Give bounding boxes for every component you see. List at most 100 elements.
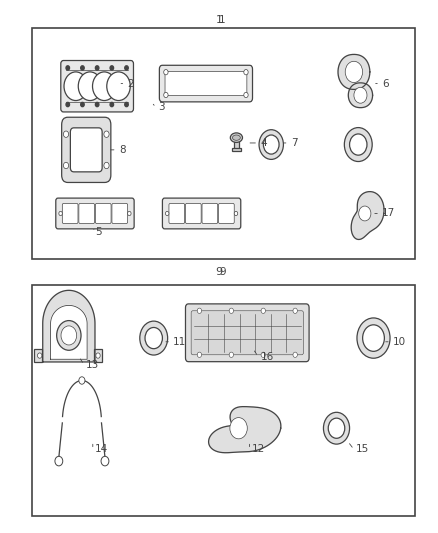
Text: 9: 9 <box>219 267 226 277</box>
Ellipse shape <box>233 135 240 140</box>
Circle shape <box>164 92 168 98</box>
Text: 13: 13 <box>86 360 99 369</box>
FancyBboxPatch shape <box>62 204 78 223</box>
Text: 6: 6 <box>382 78 389 88</box>
Circle shape <box>125 102 128 107</box>
Text: 12: 12 <box>252 445 265 455</box>
Text: 2: 2 <box>127 78 134 88</box>
Ellipse shape <box>230 133 243 142</box>
Circle shape <box>104 163 109 168</box>
Text: 7: 7 <box>291 138 297 148</box>
FancyBboxPatch shape <box>202 204 218 223</box>
Circle shape <box>244 92 248 98</box>
Circle shape <box>81 66 84 70</box>
Text: 9: 9 <box>215 267 223 277</box>
Circle shape <box>230 418 247 439</box>
FancyBboxPatch shape <box>185 204 201 223</box>
Polygon shape <box>208 407 281 453</box>
Text: 3: 3 <box>158 102 165 112</box>
Bar <box>32 285 415 516</box>
Circle shape <box>66 66 70 70</box>
Circle shape <box>64 163 69 168</box>
FancyBboxPatch shape <box>219 204 234 223</box>
FancyBboxPatch shape <box>95 204 111 223</box>
Circle shape <box>197 352 201 358</box>
FancyBboxPatch shape <box>62 117 111 182</box>
Text: 1: 1 <box>215 15 223 25</box>
Text: 14: 14 <box>95 445 108 455</box>
Circle shape <box>95 102 99 107</box>
Text: 10: 10 <box>393 337 406 347</box>
FancyBboxPatch shape <box>71 128 102 172</box>
Text: 17: 17 <box>382 208 396 219</box>
Circle shape <box>166 212 169 216</box>
Circle shape <box>229 352 233 358</box>
Circle shape <box>234 212 238 216</box>
Circle shape <box>359 206 371 221</box>
Circle shape <box>293 352 297 358</box>
Circle shape <box>259 130 283 159</box>
Circle shape <box>197 308 201 313</box>
Polygon shape <box>348 83 373 108</box>
Bar <box>32 28 415 259</box>
Circle shape <box>57 320 81 350</box>
Circle shape <box>344 127 372 161</box>
Circle shape <box>79 377 85 384</box>
Circle shape <box>96 353 100 358</box>
Circle shape <box>107 72 130 101</box>
Circle shape <box>261 308 265 313</box>
Circle shape <box>61 326 77 345</box>
FancyBboxPatch shape <box>191 311 304 355</box>
Circle shape <box>140 321 168 355</box>
Circle shape <box>92 72 116 101</box>
FancyBboxPatch shape <box>79 204 95 223</box>
Circle shape <box>244 69 248 75</box>
Circle shape <box>104 131 109 138</box>
Circle shape <box>78 72 102 101</box>
Circle shape <box>81 102 84 107</box>
Bar <box>234 138 239 150</box>
Text: 16: 16 <box>260 352 274 361</box>
Text: 15: 15 <box>356 445 369 455</box>
Circle shape <box>164 69 168 75</box>
Polygon shape <box>351 191 384 239</box>
Circle shape <box>38 353 42 358</box>
Circle shape <box>145 327 162 349</box>
FancyBboxPatch shape <box>61 61 134 112</box>
Circle shape <box>125 66 128 70</box>
Circle shape <box>263 135 279 154</box>
Text: 8: 8 <box>119 145 126 155</box>
Text: 5: 5 <box>95 227 102 237</box>
Circle shape <box>64 131 69 138</box>
Circle shape <box>110 102 113 107</box>
Circle shape <box>110 66 113 70</box>
FancyBboxPatch shape <box>56 198 134 229</box>
Circle shape <box>328 418 345 438</box>
FancyBboxPatch shape <box>162 198 241 229</box>
Circle shape <box>127 212 131 216</box>
Circle shape <box>101 456 109 466</box>
Circle shape <box>354 87 367 103</box>
FancyBboxPatch shape <box>165 71 247 95</box>
Bar <box>94 349 102 362</box>
Circle shape <box>66 102 70 107</box>
Polygon shape <box>338 54 370 90</box>
FancyBboxPatch shape <box>169 204 185 223</box>
FancyBboxPatch shape <box>112 204 127 223</box>
Circle shape <box>293 308 297 313</box>
Polygon shape <box>50 305 87 359</box>
Circle shape <box>350 134 367 155</box>
Circle shape <box>345 61 363 83</box>
FancyBboxPatch shape <box>159 65 253 102</box>
Text: 4: 4 <box>260 138 267 148</box>
Text: 1: 1 <box>219 15 226 25</box>
Circle shape <box>357 318 390 358</box>
Circle shape <box>59 212 62 216</box>
Circle shape <box>363 325 385 351</box>
Circle shape <box>261 352 265 358</box>
Circle shape <box>229 308 233 313</box>
Polygon shape <box>43 290 95 362</box>
Circle shape <box>55 456 63 466</box>
Text: 11: 11 <box>173 337 187 347</box>
Circle shape <box>323 413 350 444</box>
